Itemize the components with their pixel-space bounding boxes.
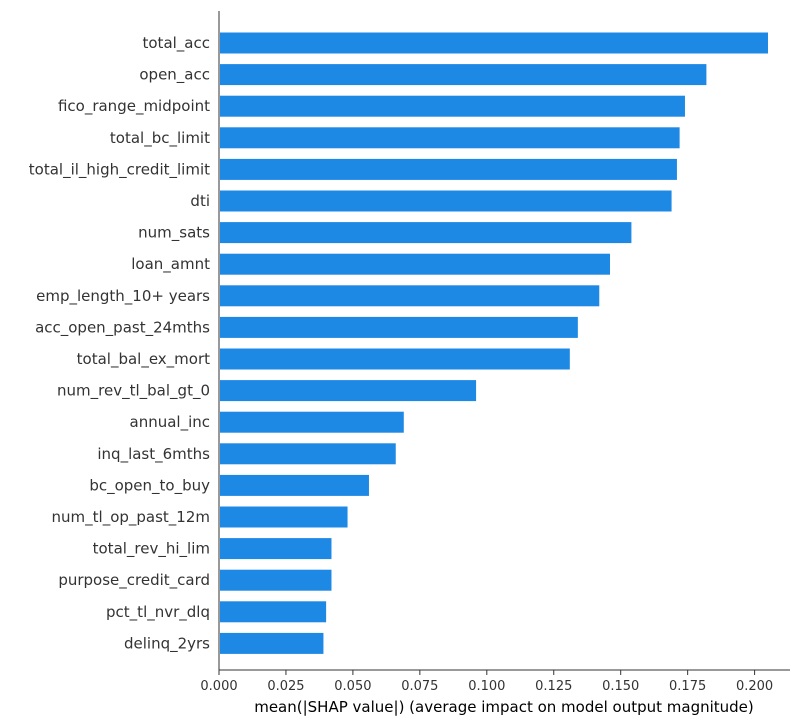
x-tick-label-8: 0.200 [736,679,773,694]
category-label-1: open_acc [139,66,210,85]
bar-5 [220,190,672,212]
bar-10 [220,348,570,370]
bar-0 [220,32,768,54]
bar-14 [220,474,369,496]
bar-8 [220,285,600,307]
category-label-6: num_sats [138,224,210,243]
category-label-16: total_rev_hi_lim [93,540,210,559]
category-label-11: num_rev_tl_bal_gt_0 [57,382,210,401]
category-label-19: delinq_2yrs [124,634,210,653]
bars-layer [220,32,768,654]
bar-1 [220,64,707,86]
bar-4 [220,158,677,180]
category-label-15: num_tl_op_past_12m [52,508,210,527]
x-tick-label-0: 0.000 [200,679,237,694]
x-tick-label-2: 0.050 [334,679,371,694]
bar-7 [220,253,610,275]
category-label-13: inq_last_6mths [97,445,210,464]
bar-16 [220,538,332,560]
category-label-10: total_bal_ex_mort [77,350,210,369]
category-label-8: emp_length_10+ years [36,287,210,306]
bar-12 [220,411,404,433]
bar-17 [220,569,332,591]
category-label-0: total_acc [143,34,211,53]
category-label-2: fico_range_midpoint [58,97,210,116]
bar-9 [220,316,578,338]
x-axis-title: mean(|SHAP value|) (average impact on mo… [254,698,754,716]
category-label-3: total_bc_limit [110,129,210,148]
x-tick-label-6: 0.150 [602,679,639,694]
bar-19 [220,632,324,654]
category-labels: total_acc open_acc fico_range_midpointtota… [29,34,210,653]
category-label-4: total_il_high_credit_limit [29,160,210,179]
x-tick-label-3: 0.075 [401,679,438,694]
x-tick-label-7: 0.175 [669,679,706,694]
x-tick-label-5: 0.125 [535,679,572,694]
x-tick-label-4: 0.100 [468,679,505,694]
category-label-17: purpose_credit_card [58,571,210,590]
category-label-9: acc_open_past_24mths [35,318,210,337]
bar-18 [220,601,327,623]
category-label-14: bc_open_to_buy [89,476,210,495]
bar-2 [220,95,685,117]
bar-6 [220,222,632,244]
category-label-18: pct_tl_nvr_dlq [106,603,210,622]
category-label-5: dti [190,192,210,210]
bar-13 [220,443,396,465]
category-label-12: annual_inc [130,413,211,432]
bar-11 [220,380,477,402]
x-tick-label-1: 0.025 [267,679,304,694]
x-axis-ticks: 0.000 0.025 0.050 0.075 0.100 0.125 0.150 0.175… [200,670,773,694]
bar-15 [220,506,348,528]
category-label-7: loan_amnt [131,255,210,274]
bar-3 [220,127,680,149]
